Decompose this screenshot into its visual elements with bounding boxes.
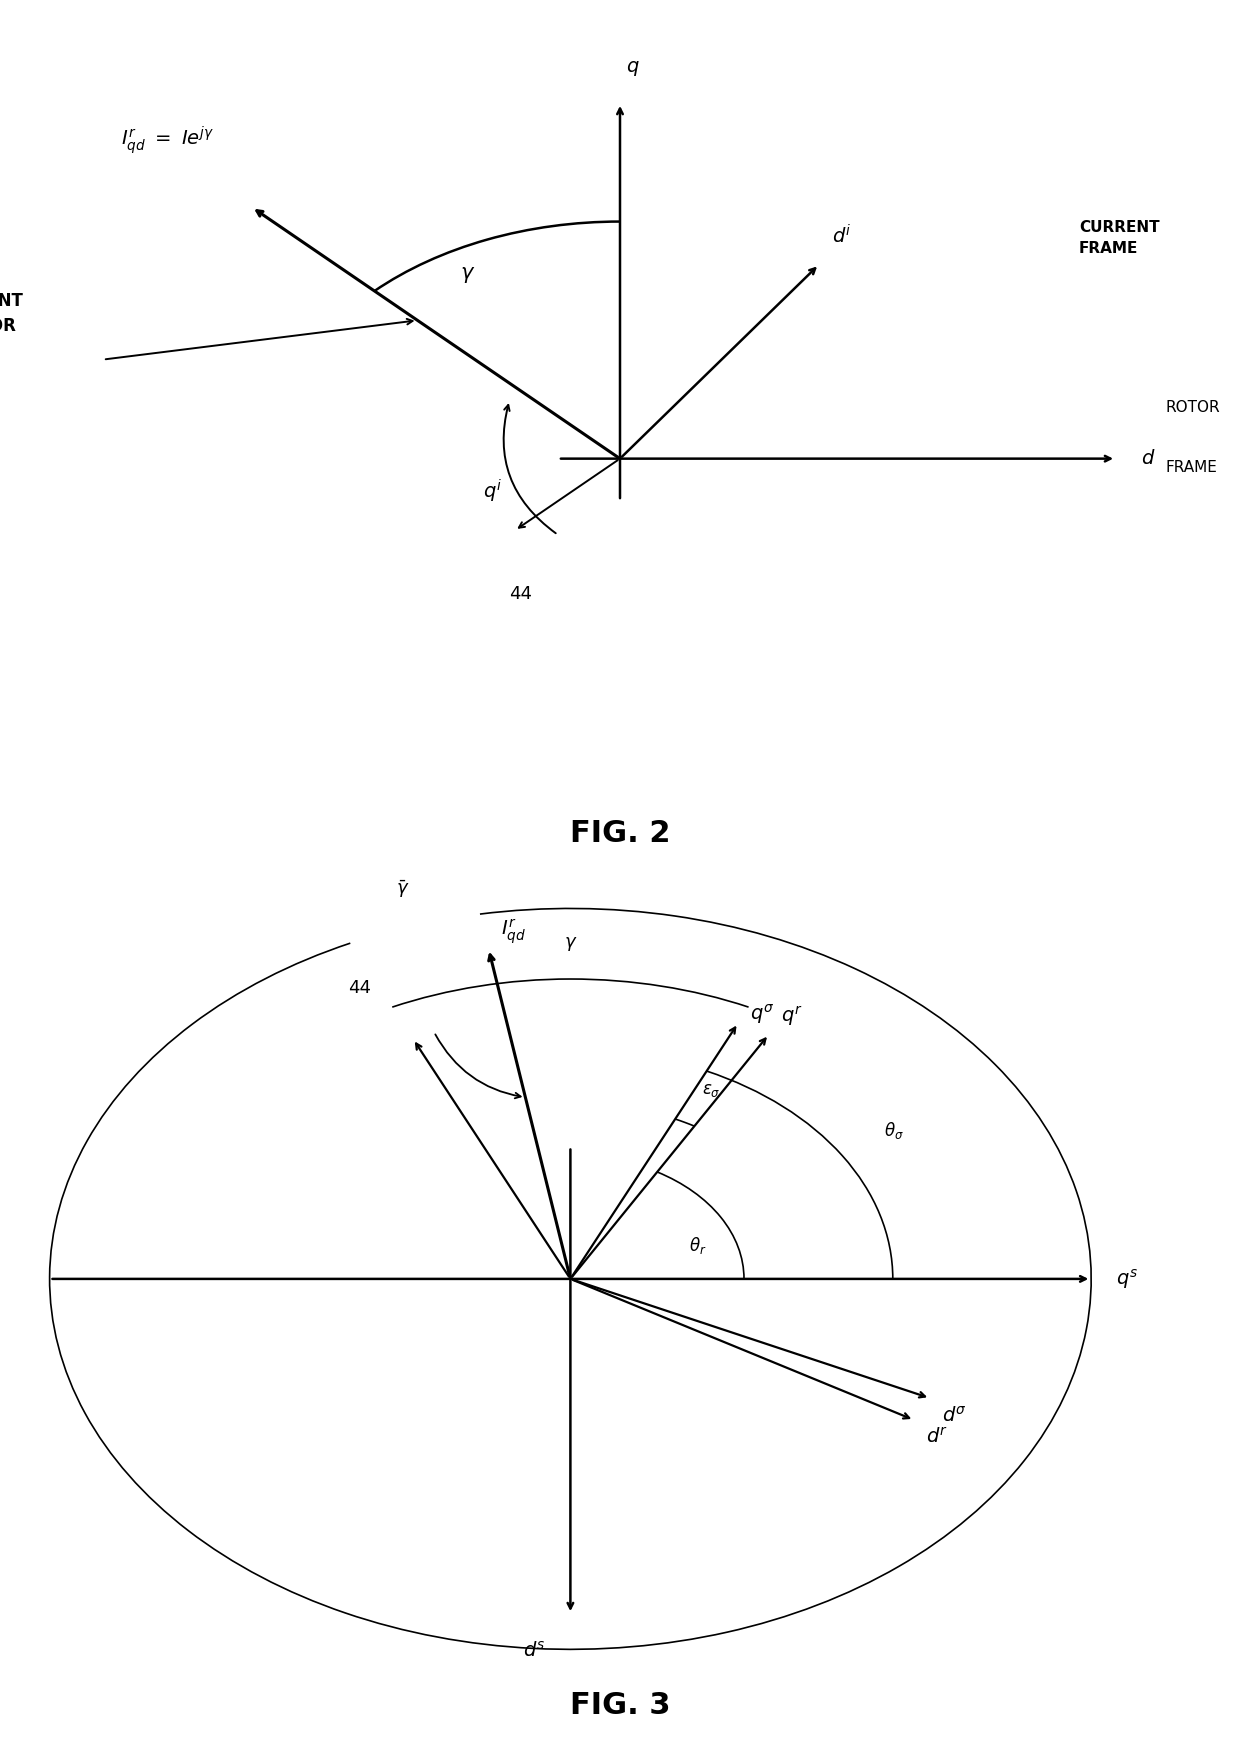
- Text: $q^r$: $q^r$: [781, 1005, 802, 1028]
- Text: $d^s$: $d^s$: [523, 1641, 546, 1660]
- Text: $d^r$: $d^r$: [926, 1427, 949, 1448]
- Text: $q^s$: $q^s$: [1116, 1267, 1138, 1291]
- Text: 44: 44: [510, 586, 532, 603]
- Text: $q^i$: $q^i$: [484, 478, 502, 505]
- Text: $\gamma$: $\gamma$: [564, 935, 577, 953]
- Text: CURRENT
VECTOR: CURRENT VECTOR: [0, 291, 22, 335]
- Text: FRAME: FRAME: [1166, 460, 1218, 475]
- Text: $q$: $q$: [625, 58, 640, 78]
- Text: $\varepsilon_\sigma$: $\varepsilon_\sigma$: [702, 1081, 720, 1099]
- Text: $d^\sigma$: $d^\sigma$: [942, 1406, 967, 1425]
- Text: $\theta_r$: $\theta_r$: [689, 1235, 707, 1256]
- Text: $\gamma$: $\gamma$: [460, 265, 475, 286]
- Text: ROTOR: ROTOR: [1166, 400, 1220, 415]
- Text: $\theta_\sigma$: $\theta_\sigma$: [884, 1120, 904, 1141]
- Text: $d$: $d$: [1141, 450, 1156, 467]
- Text: FIG. 2: FIG. 2: [569, 818, 671, 848]
- Text: $I^r_{qd}\ =\ Ie^{j\gamma}$: $I^r_{qd}\ =\ Ie^{j\gamma}$: [122, 125, 215, 157]
- Text: 44: 44: [348, 979, 371, 997]
- Text: $I^r_{qd}$: $I^r_{qd}$: [501, 917, 526, 946]
- Text: $\bar{\gamma}$: $\bar{\gamma}$: [396, 878, 409, 900]
- Text: $q^\sigma$: $q^\sigma$: [750, 1002, 775, 1027]
- Text: $d^i$: $d^i$: [832, 224, 851, 247]
- Text: FIG. 3: FIG. 3: [569, 1692, 671, 1720]
- Text: CURRENT
FRAME: CURRENT FRAME: [1079, 220, 1159, 256]
